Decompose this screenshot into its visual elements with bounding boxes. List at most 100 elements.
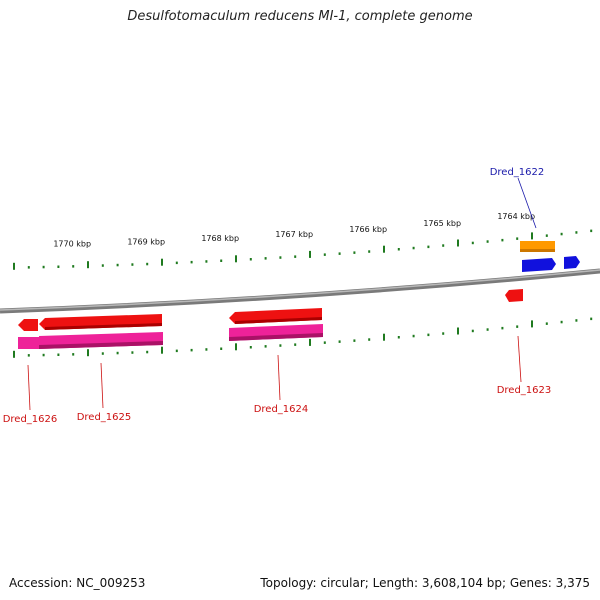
scale-minor-tick — [338, 252, 341, 255]
scale-label: 1770 kbp — [53, 240, 91, 249]
gene-dred-1622-group[interactable] — [520, 241, 580, 272]
scale-reverse-minor-tick — [220, 347, 223, 350]
scale-minor-tick — [220, 259, 223, 262]
gene-dred-1625-group[interactable] — [39, 314, 163, 349]
scale-reverse-minor-tick — [146, 350, 149, 354]
scale-reverse-minor-tick — [57, 353, 60, 356]
genome-backbone-highlight — [0, 269, 600, 311]
scale-reverse-minor-tick — [116, 351, 119, 355]
genome-backbone — [0, 268, 600, 314]
scale-minor-tick — [590, 229, 593, 233]
scale-labels: 1770 kbp 1769 kbp 1768 kbp 1767 kbp 1766 kbp… — [53, 212, 535, 249]
scale-minor-tick — [575, 231, 578, 234]
scale-reverse-minor-tick — [264, 345, 267, 348]
scale-reverse-minor-tick — [575, 319, 578, 322]
scale-minor-tick — [57, 265, 60, 268]
scale-ticks-reverse — [13, 317, 593, 358]
scale-reverse-minor-tick — [501, 326, 504, 330]
scale-reverse-major-tick — [13, 350, 15, 358]
scale-label: 1765 kbp — [423, 219, 461, 228]
scale-minor-tick — [501, 238, 504, 242]
scale-reverse-minor-tick — [323, 341, 326, 344]
scale-reverse-major-tick — [87, 349, 89, 357]
scale-minor-tick — [27, 266, 30, 269]
scale-minor-tick — [42, 265, 45, 269]
scale-minor-tick — [353, 251, 356, 254]
scale-label: 1766 kbp — [349, 225, 387, 234]
scale-label: 1767 kbp — [275, 230, 313, 239]
scale-reverse-minor-tick — [353, 339, 356, 342]
gene-dred-1624-group[interactable] — [229, 308, 323, 341]
scale-reverse-minor-tick — [427, 333, 430, 337]
scale-reverse-minor-tick — [72, 353, 75, 356]
scale-label: 1769 kbp — [127, 237, 165, 246]
scale-major-tick — [13, 262, 15, 270]
scale-major-tick — [161, 258, 163, 266]
scale-reverse-minor-tick — [412, 334, 415, 338]
gene-dred-1626-pink[interactable] — [18, 337, 39, 349]
scale-minor-tick — [72, 265, 75, 268]
scale-minor-tick — [442, 244, 445, 247]
label-dred-1624[interactable]: Dred_1624 — [254, 404, 309, 415]
cds-dred-1623-arrow[interactable] — [505, 289, 523, 302]
cds-dred-1625-arrow-shade — [45, 323, 162, 330]
scale-major-tick — [457, 239, 459, 247]
scale-major-tick — [383, 245, 385, 253]
scale-reverse-minor-tick — [294, 343, 297, 346]
scale-reverse-minor-tick — [131, 351, 134, 354]
gene-dred-1622-orange[interactable] — [520, 241, 555, 251]
scale-reverse-major-tick — [161, 346, 163, 354]
scale-minor-tick — [264, 257, 267, 260]
scale-label: 1768 kbp — [201, 234, 239, 243]
scale-reverse-minor-tick — [486, 328, 489, 331]
scale-reverse-minor-tick — [42, 353, 45, 357]
scale-major-tick — [531, 232, 533, 240]
label-dred-1625[interactable]: Dred_1625 — [77, 412, 132, 423]
leader-dred-1625 — [100, 362, 104, 409]
scale-reverse-minor-tick — [471, 329, 474, 333]
scale-minor-tick — [486, 240, 489, 243]
scale-minor-tick — [249, 258, 252, 261]
scale-major-tick — [309, 250, 311, 258]
accession-text: Accession: NC_009253 — [9, 576, 146, 590]
cds-dred-1626-arrow[interactable] — [18, 319, 38, 331]
scale-minor-tick — [279, 256, 282, 259]
scale-reverse-minor-tick — [368, 338, 371, 341]
label-dred-1623[interactable]: Dred_1623 — [497, 385, 552, 396]
leader-dred-1624 — [277, 354, 281, 401]
cds-blue-small-arrow[interactable] — [564, 256, 580, 269]
genome-summary: Topology: circular; Length: 3,608,104 bp… — [260, 576, 590, 590]
scale-minor-tick — [205, 260, 208, 263]
scale-minor-tick — [101, 264, 104, 267]
scale-reverse-minor-tick — [516, 325, 519, 328]
gene-dred-1622-orange-shade — [520, 249, 555, 252]
scale-minor-tick — [190, 260, 193, 264]
scale-minor-tick — [412, 246, 415, 250]
gene-dred-1625-pink-shade — [39, 341, 163, 349]
scale-minor-tick — [323, 253, 326, 256]
scale-label: 1764 kbp — [497, 212, 535, 221]
scale-major-tick — [235, 255, 237, 263]
scale-minor-tick — [146, 262, 149, 266]
scale-minor-tick — [516, 237, 519, 240]
label-dred-1626[interactable]: Dred_1626 — [3, 414, 58, 425]
gene-dred-1626-group[interactable] — [18, 319, 39, 349]
scale-reverse-minor-tick — [442, 332, 445, 335]
scale-minor-tick — [116, 263, 119, 267]
scale-reverse-minor-tick — [338, 340, 341, 343]
scale-minor-tick — [560, 232, 563, 236]
cds-dred-1622-arrow[interactable] — [522, 258, 556, 272]
leader-dred-1626 — [27, 364, 31, 411]
scale-reverse-minor-tick — [27, 354, 30, 357]
leader-dred-1622 — [517, 177, 537, 229]
label-dred-1622[interactable]: Dred_1622 — [490, 167, 545, 178]
scale-minor-tick — [427, 245, 430, 249]
scale-ticks-forward — [13, 229, 593, 270]
scale-reverse-minor-tick — [279, 344, 282, 347]
gene-dred-1624-pink-shade — [229, 333, 323, 341]
scale-major-tick — [87, 261, 89, 269]
scale-minor-tick — [175, 261, 178, 265]
scale-reverse-minor-tick — [560, 320, 563, 324]
scale-reverse-minor-tick — [545, 322, 548, 325]
